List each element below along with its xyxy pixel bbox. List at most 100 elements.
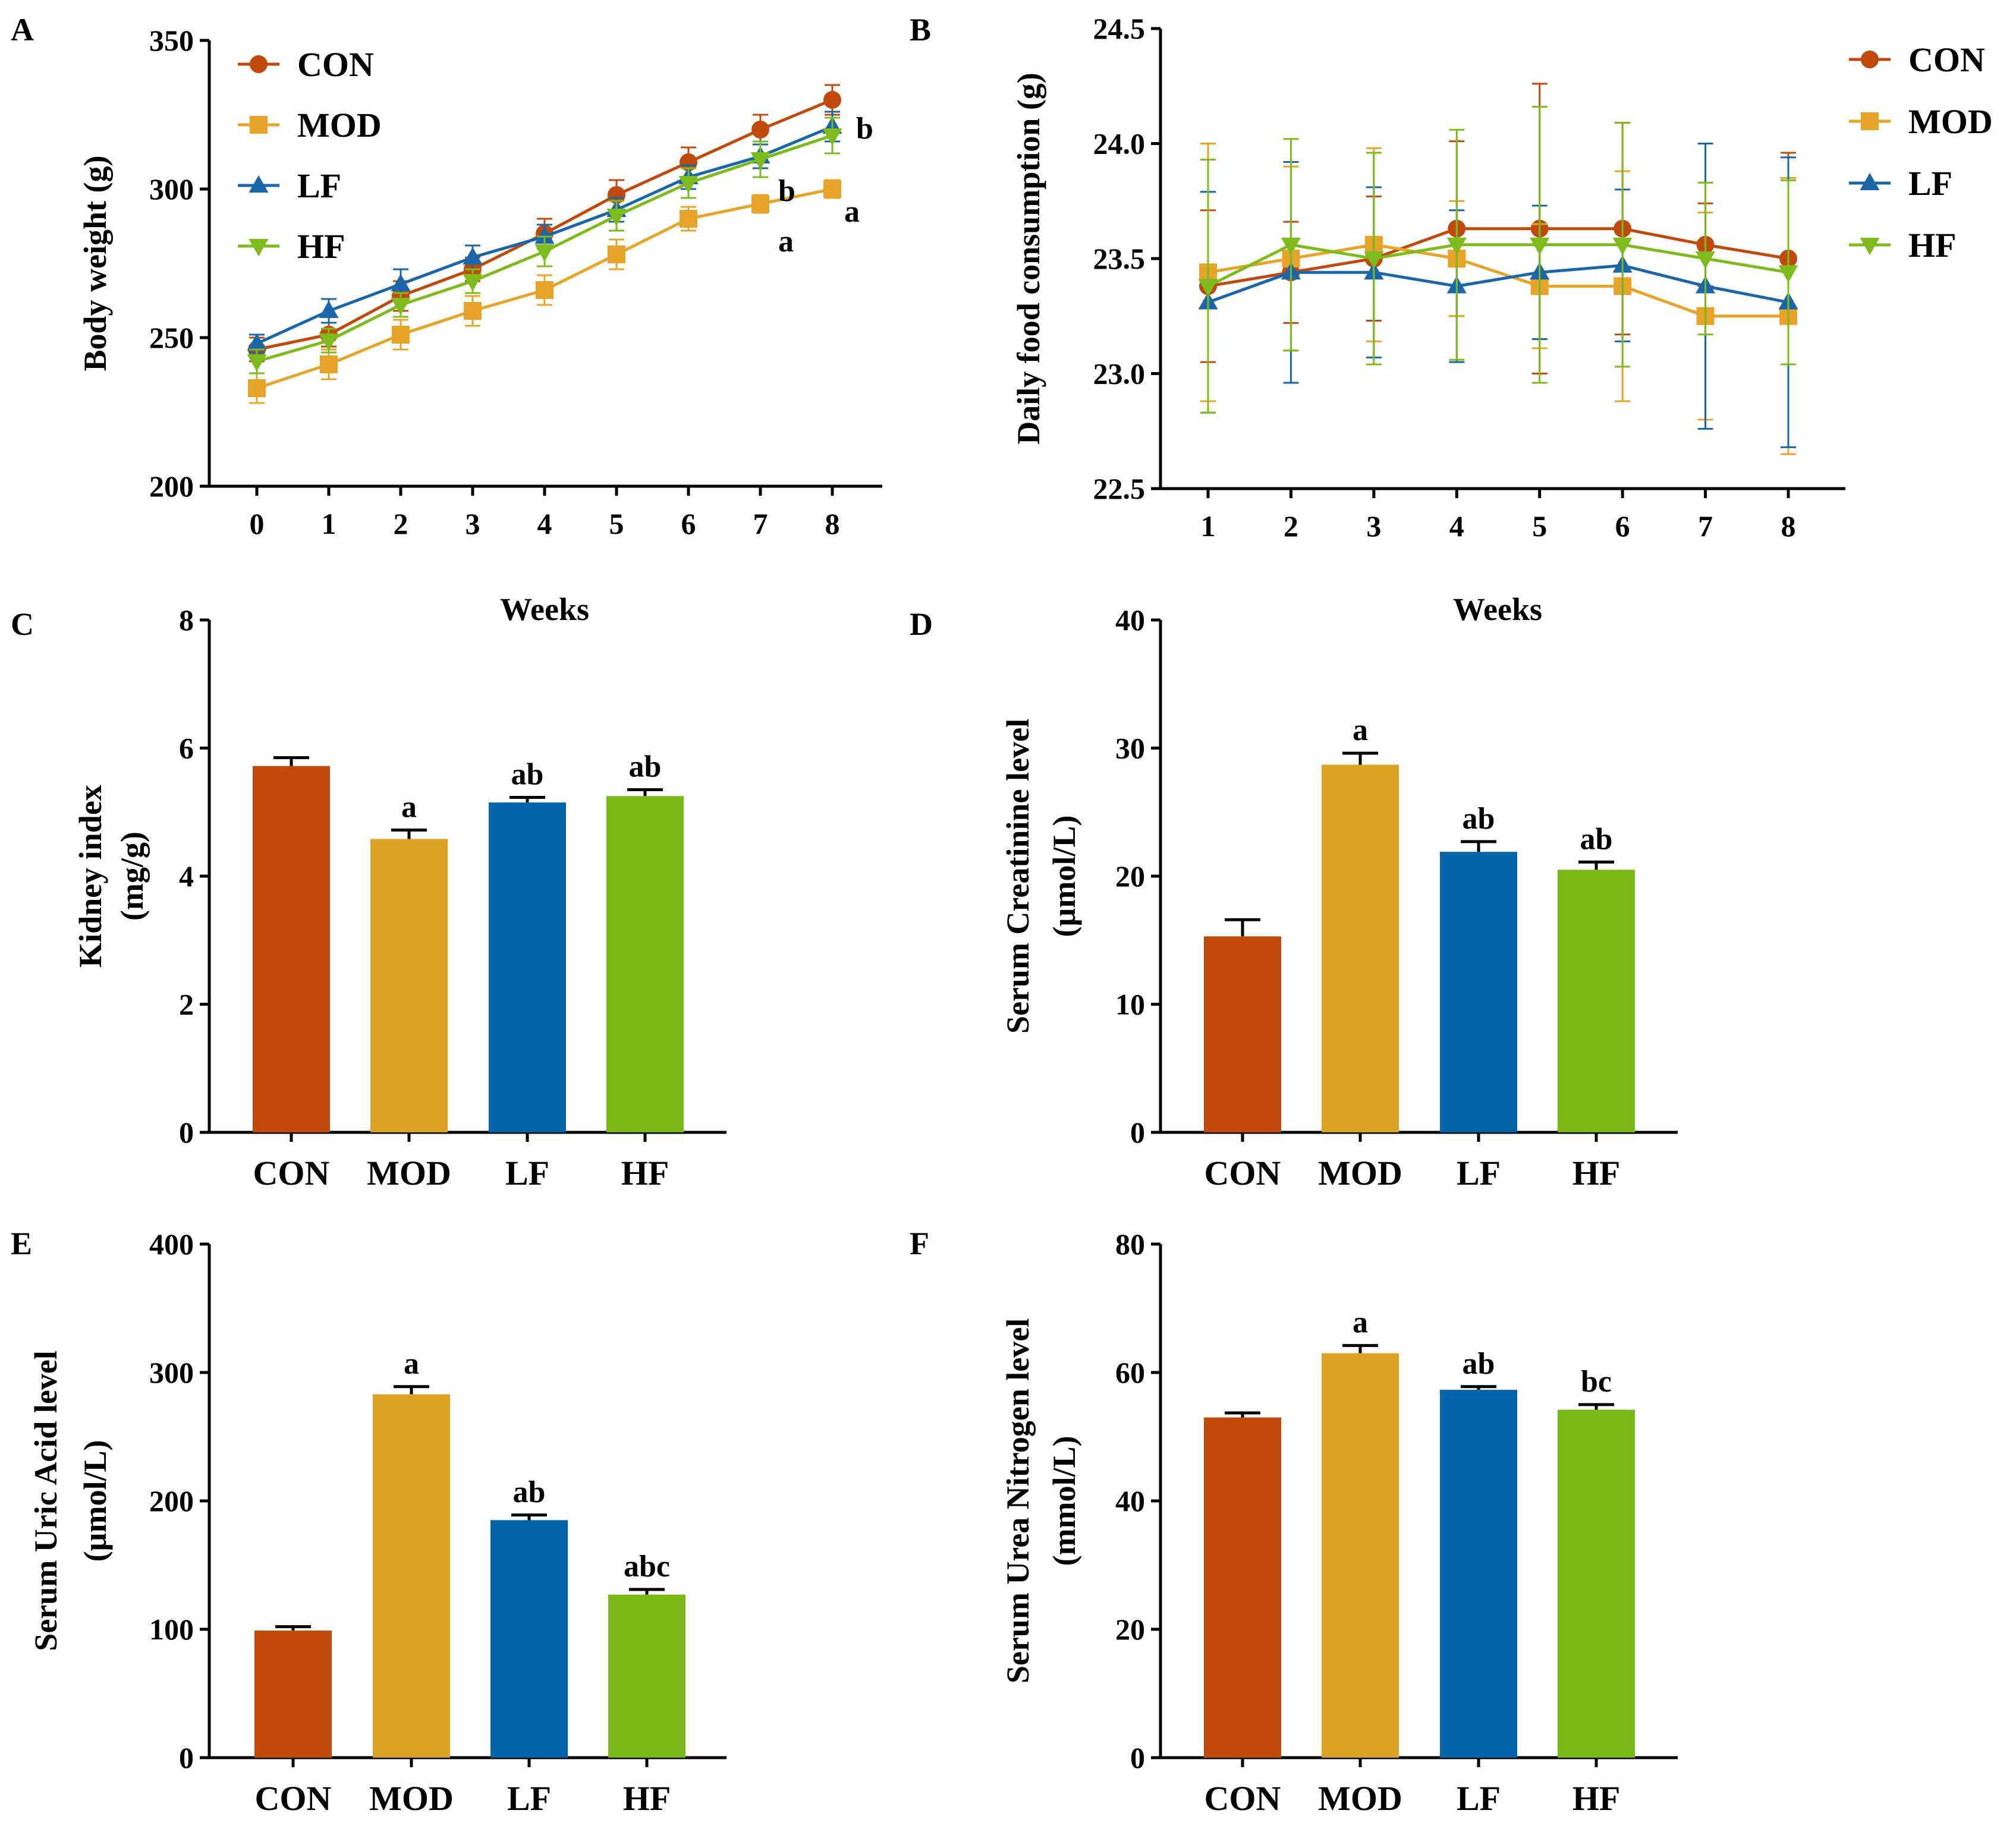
panel-d-y-tick-label: 10 (1115, 988, 1145, 1021)
panel-a-point-hf (534, 244, 555, 262)
panel-d-bar-mod (1322, 764, 1399, 1132)
panel-a-legend-marker (249, 239, 269, 257)
panel-b-x-tick-label: 1 (1201, 509, 1216, 543)
panel-a-point-hf (606, 209, 627, 226)
panel-letter-b: B (910, 12, 931, 48)
panel-c-bar-con (253, 766, 330, 1132)
panel-e-category-label: HF (623, 1779, 671, 1818)
panel-c-y-tick-label: 0 (179, 1116, 194, 1149)
panel-d-category-label: CON (1204, 1154, 1281, 1192)
panel-a-point-hf (678, 176, 699, 194)
panel-e-bar-con (254, 1630, 332, 1758)
panel-b-legend-item-hf: HF (1849, 226, 1957, 265)
panel-b-legend-item-mod: MOD (1849, 102, 1993, 141)
panel-c-y-axis-title: Kidney index (73, 785, 108, 968)
panel-a-point-mod (320, 355, 338, 373)
panel-a-point-mod (464, 302, 482, 320)
panel-f-significance-label: ab (1463, 1347, 1495, 1381)
panel-c-y-tick-label: 2 (179, 988, 194, 1021)
panel-b-y-tick-label: 24.0 (1093, 127, 1146, 160)
panel-e-y-tick-label: 100 (149, 1613, 194, 1646)
panel-letter-e: E (11, 1226, 32, 1261)
panel-d-y-axis-unit: (µmol/L) (1046, 815, 1082, 937)
panel-a-x-tick-label: 2 (394, 507, 408, 540)
panel-b-point-hf (1530, 237, 1550, 256)
panel-f-significance-label: a (1353, 1306, 1368, 1340)
panel-e-y-tick-label: 200 (149, 1484, 194, 1518)
panel-d-bar-lf (1440, 852, 1517, 1132)
panel-b-point-hf (1778, 265, 1798, 283)
panel-e-y-axis-unit: (µmol/L) (77, 1440, 113, 1562)
panel-a-point-lf (391, 273, 411, 291)
panel-a-x-tick-label: 3 (466, 507, 480, 540)
panel-e-y-axis-title: Serum Uric Acid level (28, 1350, 64, 1651)
panel-a-y-tick-label: 350 (149, 24, 194, 57)
panel-a-point-hf (463, 274, 483, 292)
panel-a-point-mod (751, 195, 769, 213)
panel-f-category-label: CON (1204, 1779, 1281, 1818)
panel-a-body-weight-chart: A 200 250 300 350 0 1 2 3 4 5 6 7 8 Weeks Body weight … (11, 12, 882, 627)
panel-c-category-label: LF (505, 1154, 549, 1192)
panel-a-point-hf (391, 298, 411, 316)
panel-e-significance-label: abc (624, 1550, 670, 1584)
panel-c-significance-label: ab (511, 757, 544, 791)
panel-d-y-tick-label: 0 (1130, 1116, 1145, 1149)
panel-d-significance-label: ab (1580, 822, 1613, 856)
panel-d-category-label: MOD (1318, 1154, 1402, 1192)
panel-c-category-label: HF (621, 1154, 669, 1192)
panel-a-point-hf (822, 128, 842, 146)
panel-c-y-axis-unit: (mg/g) (114, 832, 150, 921)
panel-a-significance-label: a (844, 195, 860, 229)
panel-a-x-tick-label: 7 (753, 507, 768, 540)
panel-f-bar-hf (1558, 1409, 1635, 1758)
panel-d-serum-creatinine-chart: D 0 10 20 30 40 CON MOD a LF ab HF ab Serum Creatini… (910, 603, 1678, 1192)
panel-f-y-axis-unit: (mmol/L) (1046, 1436, 1082, 1566)
panel-a-point-con (608, 186, 625, 204)
panel-b-series-line-lf (1207, 264, 1789, 304)
panel-a-legend-label: HF (297, 227, 345, 266)
panel-a-y-tick-label: 300 (149, 172, 194, 206)
panel-a-legend-marker (250, 116, 268, 134)
panel-c-y-tick-label: 6 (179, 732, 194, 765)
panel-f-y-tick-label: 60 (1115, 1356, 1145, 1389)
panel-e-y-tick-label: 0 (179, 1741, 194, 1774)
panel-a-series-hf (247, 117, 842, 374)
panel-a-point-hf (247, 354, 267, 372)
panel-a-point-mod (536, 281, 553, 299)
panel-b-legend-label: HF (1908, 226, 1957, 265)
panel-a-x-tick-label: 1 (322, 507, 336, 540)
panel-a-series-mod (248, 179, 841, 404)
panel-b-x-tick-label: 8 (1781, 509, 1796, 543)
panel-a-legend-item-lf: LF (238, 166, 341, 205)
panel-d-y-axis-title: Serum Creatinine level (1000, 719, 1036, 1034)
panel-a-point-mod (680, 210, 697, 228)
panel-b-x-tick-label: 7 (1698, 509, 1713, 543)
panel-f-y-axis-title: Serum Urea Nitrogen level (1000, 1318, 1036, 1683)
panel-b-x-tick-label: 4 (1449, 509, 1464, 543)
panel-d-bar-hf (1558, 870, 1635, 1132)
panel-b-food-consumption-chart: B 22.5 23.0 23.5 24.0 24.5 1 2 3 4 5 6 7 8 Weeks Daily… (910, 12, 1993, 627)
panel-c-y-tick-label: 8 (179, 603, 194, 637)
panel-b-point-hf (1612, 237, 1633, 256)
panel-c-category-label: MOD (367, 1154, 451, 1192)
panel-a-significance-label: b (778, 174, 795, 208)
panel-a-y-tick-label: 250 (149, 321, 194, 354)
panel-b-series-line-mod (1207, 243, 1788, 318)
panel-b-y-tick-label: 24.5 (1093, 12, 1146, 45)
panel-d-significance-label: a (1353, 713, 1368, 747)
panel-a-point-lf (463, 247, 483, 265)
panel-b-legend-label: CON (1908, 40, 1985, 79)
panel-f-bar-mod (1322, 1353, 1399, 1758)
panel-b-legend-marker (1860, 238, 1880, 256)
panel-b-series-line-hf (1207, 243, 1789, 288)
panel-b-y-tick-label: 23.5 (1093, 242, 1146, 275)
panel-a-significance-label: a (778, 225, 794, 259)
panel-f-bar-lf (1440, 1390, 1517, 1758)
panel-a-point-mod (608, 245, 625, 263)
panel-a-legend-item-mod: MOD (238, 106, 382, 144)
panel-b-legend-label: MOD (1908, 102, 1993, 141)
panel-b-legend-marker (1861, 51, 1879, 68)
panel-f-category-label: MOD (1318, 1779, 1402, 1818)
panel-a-point-con (751, 121, 769, 138)
